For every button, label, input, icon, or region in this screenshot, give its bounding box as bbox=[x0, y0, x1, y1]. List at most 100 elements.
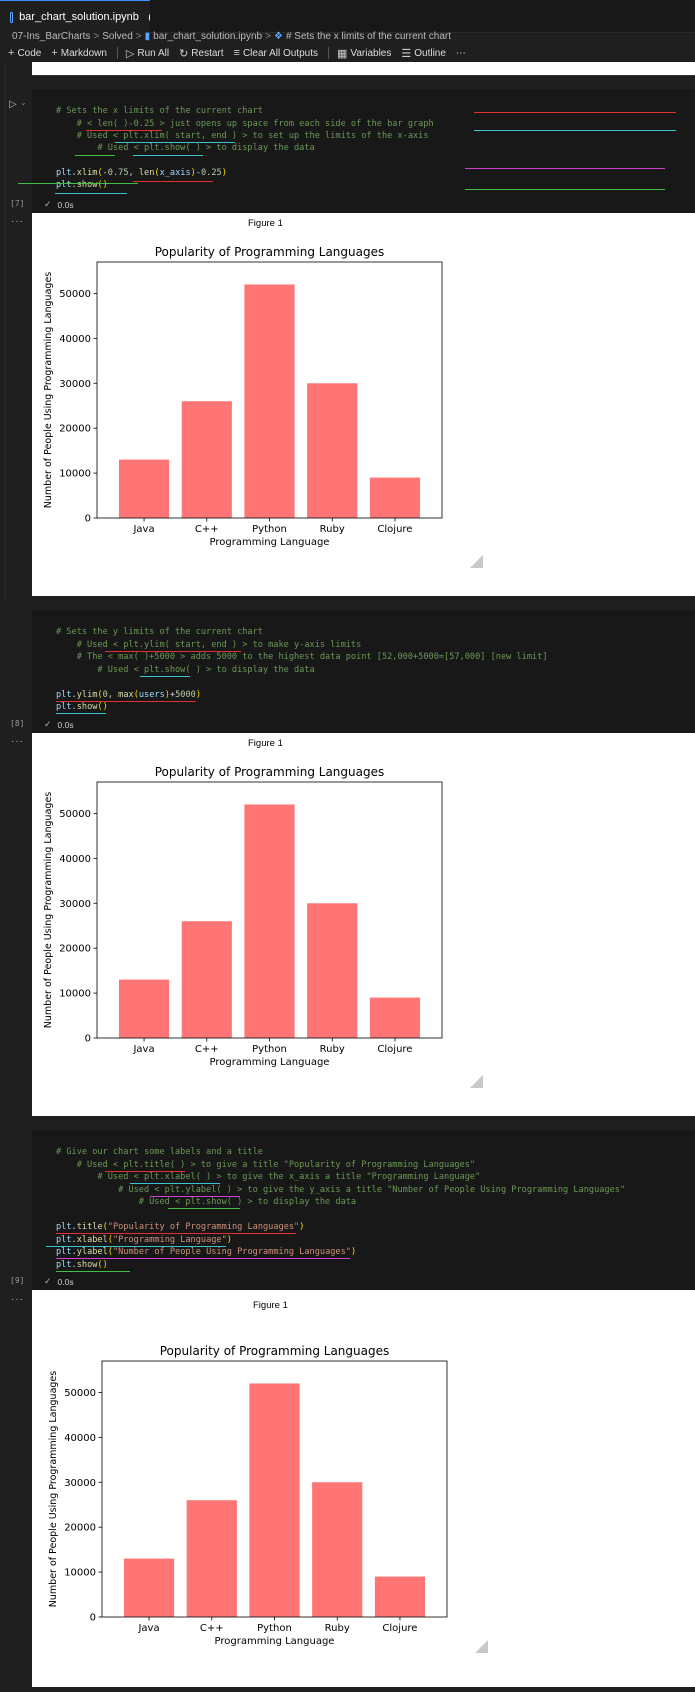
bar bbox=[123, 1558, 175, 1617]
y-tick-label: 0 bbox=[85, 514, 91, 525]
annotation-underline bbox=[56, 713, 106, 715]
bar bbox=[186, 1500, 237, 1617]
cell-focus-gutter bbox=[0, 62, 6, 602]
variables-button[interactable]: ▦ Variables bbox=[337, 47, 392, 60]
add-code-cell-button[interactable]: + Code bbox=[8, 47, 42, 59]
clear-all-outputs-button[interactable]: ≡ Clear All Outputs bbox=[233, 47, 318, 59]
code-line: # Used < plt.title( ) > to give a title … bbox=[56, 1160, 476, 1170]
y-tick-label: 10000 bbox=[59, 989, 91, 1000]
bar-chart: Java C++ Python Ruby Clojure 0 10000 20000 30000… bbox=[43, 765, 443, 1068]
figure-label: Figure 1 bbox=[253, 1300, 288, 1311]
x-tick-label: Java bbox=[132, 524, 154, 535]
annotation-underline bbox=[150, 1196, 240, 1198]
y-tick-label: 20000 bbox=[64, 1523, 96, 1534]
annotation-underline bbox=[86, 130, 162, 132]
code-line: # The < max( )+5000 > adds 5000 to the h… bbox=[56, 652, 548, 662]
cell-status: ✓ 0.0s bbox=[44, 1276, 74, 1287]
y-tick-label: 30000 bbox=[64, 1478, 96, 1489]
tab-notebook[interactable]: bar_chart_solution.ipynb bbox=[0, 0, 150, 33]
code-line: # Used < plt.show( ) > to display the da… bbox=[56, 143, 315, 153]
x-tick-label: Clojure bbox=[382, 1623, 417, 1634]
resize-handle-icon[interactable] bbox=[475, 1640, 488, 1653]
y-axis-label: Number of People Using Programming Langu… bbox=[43, 792, 54, 1028]
x-tick-label: Ruby bbox=[320, 1044, 345, 1055]
breadcrumb-item-file[interactable]: bar_chart_solution.ipynb bbox=[153, 30, 263, 42]
check-icon: ✓ bbox=[44, 199, 52, 209]
bar bbox=[181, 921, 232, 1038]
output-more-icon[interactable]: ··· bbox=[11, 216, 24, 227]
y-tick-label: 40000 bbox=[59, 854, 91, 865]
cell-symbol-icon: ❖ bbox=[273, 30, 283, 42]
code-line: plt.xlabel("Programming Language") bbox=[56, 1235, 232, 1245]
code-line: # < len( )-0.25 > just opens up space fr… bbox=[56, 119, 434, 129]
notebook-file-icon: ▮ bbox=[144, 30, 151, 42]
code-cell[interactable] bbox=[32, 610, 695, 733]
x-tick-label: C++ bbox=[195, 1044, 219, 1055]
outline-button[interactable]: ☰ Outline bbox=[401, 47, 446, 60]
annotation-line bbox=[465, 168, 665, 170]
editor-tab-bar: bar_chart_solution.ipynb bbox=[0, 0, 695, 33]
chevron-right-icon: > bbox=[135, 30, 142, 42]
code-line: plt.ylabel("Number of People Using Progr… bbox=[56, 1247, 357, 1257]
code-line: plt.show() bbox=[56, 180, 108, 190]
code-line: # Used < plt.show( ) > to display the da… bbox=[56, 1197, 357, 1207]
resize-handle-icon[interactable] bbox=[470, 1075, 483, 1088]
x-tick-label: Python bbox=[252, 1044, 287, 1055]
output-more-icon[interactable]: ··· bbox=[11, 736, 24, 747]
annotation-underline bbox=[168, 1208, 240, 1210]
outline-icon: ☰ bbox=[401, 47, 412, 60]
toolbar-divider bbox=[116, 47, 118, 59]
check-icon: ✓ bbox=[44, 1276, 52, 1286]
code-line: plt.title("Popularity of Programming Lan… bbox=[56, 1222, 305, 1232]
code-line: # Used < plt.ylabel( ) > to give the y_a… bbox=[56, 1185, 626, 1195]
variables-icon: ▦ bbox=[337, 47, 348, 60]
x-tick-label: C++ bbox=[200, 1623, 224, 1634]
annotation-underline bbox=[56, 701, 196, 703]
bar bbox=[374, 1576, 426, 1617]
restart-button[interactable]: ↻ Restart bbox=[179, 47, 224, 60]
breadcrumb-item-cell[interactable]: # Sets the x limits of the current chart bbox=[285, 30, 452, 42]
execution-count: [7] bbox=[10, 199, 25, 208]
cell-status: ✓ 0.0s bbox=[44, 199, 74, 210]
bar bbox=[307, 383, 358, 518]
annotation-underline bbox=[56, 1233, 296, 1235]
annotation-underline bbox=[55, 193, 127, 195]
chart-title: Popularity of Programming Languages bbox=[155, 765, 385, 779]
code-line: # Sets the y limits of the current chart bbox=[56, 627, 263, 637]
code-cell[interactable] bbox=[32, 1130, 695, 1290]
code-line: # Used < plt.show( ) > to display the da… bbox=[56, 665, 315, 675]
plus-icon: + bbox=[8, 47, 15, 59]
breadcrumb-item-subfolder[interactable]: Solved bbox=[102, 30, 133, 42]
code-line: # Used < plt.xlim( start, end ) > to set… bbox=[56, 131, 429, 141]
run-all-button[interactable]: ▷ Run All bbox=[125, 47, 170, 60]
breadcrumb-item-folder[interactable]: 07-Ins_BarCharts bbox=[12, 30, 91, 42]
bar bbox=[244, 284, 295, 518]
cell-output: Figure 1 Java C++ Python Ruby Clojure 0 10000 2… bbox=[32, 213, 695, 596]
x-tick-label: C++ bbox=[195, 524, 219, 535]
x-tick-label: Ruby bbox=[325, 1623, 350, 1634]
annotation-underline bbox=[56, 1271, 130, 1273]
notebook-file-icon bbox=[10, 11, 14, 23]
chevron-down-icon[interactable]: ⌄ bbox=[20, 98, 27, 107]
unsaved-dot-icon[interactable] bbox=[148, 13, 150, 21]
annotation-line bbox=[474, 112, 676, 114]
y-tick-label: 30000 bbox=[59, 379, 91, 390]
run-cell-icon[interactable]: ▷ bbox=[9, 99, 17, 110]
y-tick-label: 10000 bbox=[59, 469, 91, 480]
resize-handle-icon[interactable] bbox=[470, 555, 483, 568]
code-line: # Give our chart some labels and a title bbox=[56, 1147, 263, 1157]
x-axis-label: Programming Language bbox=[215, 1636, 335, 1647]
bar bbox=[244, 804, 295, 1038]
output-more-icon[interactable]: ··· bbox=[11, 1294, 24, 1305]
annotation-underline bbox=[130, 1183, 220, 1185]
annotation-underline bbox=[133, 155, 203, 157]
code-line: plt.show() bbox=[56, 1260, 108, 1270]
bar bbox=[312, 1482, 363, 1617]
bar bbox=[369, 477, 421, 518]
bar bbox=[249, 1383, 300, 1617]
add-markdown-cell-button[interactable]: + Markdown bbox=[51, 47, 107, 59]
more-actions-button[interactable]: ⋯ bbox=[455, 47, 466, 59]
annotation-underline bbox=[46, 1246, 226, 1248]
code-cell[interactable] bbox=[32, 89, 695, 213]
breadcrumb: 07-Ins_BarCharts > Solved > ▮ bar_chart_… bbox=[0, 28, 695, 44]
